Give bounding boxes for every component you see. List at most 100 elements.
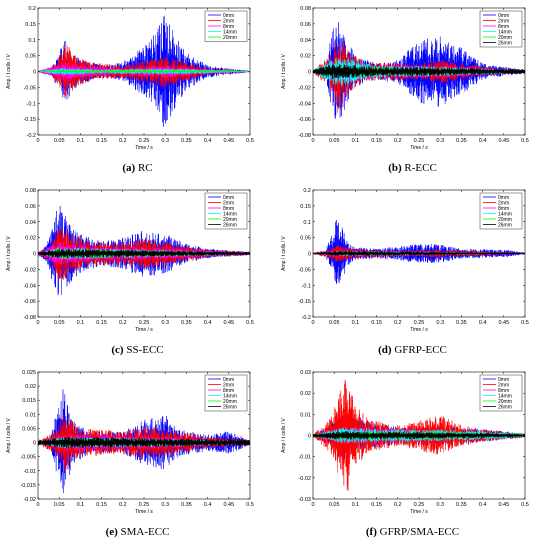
x-axis-label: Time / s xyxy=(410,509,428,515)
series-2mm xyxy=(38,413,250,472)
y-tick-label: -0.05 xyxy=(23,85,36,91)
y-tick-label: 0.1 xyxy=(303,220,311,226)
series-20mm xyxy=(38,69,250,74)
caption-letter-d: (d) xyxy=(378,344,392,356)
y-tick-label: -0.02 xyxy=(23,267,36,273)
x-axis-label: Time / s xyxy=(135,509,153,515)
y-tick-label: 0 xyxy=(33,252,36,258)
series-14mm xyxy=(38,68,250,76)
y-tick-label: -0.03 xyxy=(298,497,311,503)
y-tick-label: 0 xyxy=(308,70,311,76)
chart-f: 0 0.05 0.1 0.15 0.2 0.25 0.3 0.35 0.4 0.45 0.5 -0.0… xyxy=(281,370,529,515)
legend-entry: 2mm xyxy=(498,200,509,206)
y-axis-label: Amp / t cells / V xyxy=(281,417,287,452)
chart-d: 0 0.05 0.1 0.15 0.2 0.25 0.3 0.35 0.4 0.45 0.5 -0.2… xyxy=(281,188,529,333)
legend-entry: 26mm xyxy=(498,222,512,228)
series-26mm xyxy=(313,431,525,440)
x-tick-label: 0.35 xyxy=(181,320,192,326)
x-tick-label: 0.1 xyxy=(352,138,360,144)
panel-c: 0 0.05 0.1 0.15 0.2 0.25 0.3 0.35 0.4 0.45 0.5 -0.0… xyxy=(0,182,275,363)
x-axis-label: Time / s xyxy=(135,327,153,333)
legend-entry: 14mm xyxy=(498,393,512,399)
y-tick-label: 0.005 xyxy=(22,426,36,432)
y-tick-label: -0.02 xyxy=(23,497,36,503)
y-tick-label: 0 xyxy=(33,441,36,447)
x-tick-label: 0.35 xyxy=(456,138,467,144)
x-tick-label: 0.15 xyxy=(96,138,107,144)
y-tick-label: -0.02 xyxy=(298,476,311,482)
legend-box xyxy=(479,374,523,412)
x-tick-label: 0 xyxy=(36,320,39,326)
caption-name-c: SS-ECC xyxy=(126,344,164,356)
x-tick-label: 0.1 xyxy=(77,320,85,326)
x-tick-label: 0.3 xyxy=(161,138,169,144)
caption-f: (f) GFRP/SMA-ECC xyxy=(275,526,550,538)
y-tick-label: -0.08 xyxy=(23,315,36,321)
x-tick-label: 0 xyxy=(311,502,314,508)
x-tick-label: 0.2 xyxy=(394,320,402,326)
legend-entry: 26mm xyxy=(223,222,237,228)
legend-entry: 20mm xyxy=(223,399,237,405)
x-tick-label: 0.45 xyxy=(223,138,234,144)
legend-entry: 0mm xyxy=(498,377,509,383)
panel-b: 0 0.05 0.1 0.15 0.2 0.25 0.3 0.35 0.4 0.45 0.5 -0.0… xyxy=(275,0,550,181)
y-tick-label: -0.1 xyxy=(302,283,311,289)
x-tick-label: 0.45 xyxy=(498,502,509,508)
x-tick-label: 0.5 xyxy=(246,138,254,144)
y-tick-label: -0.01 xyxy=(23,469,36,475)
x-tick-label: 0.1 xyxy=(352,320,360,326)
x-tick-label: 0.5 xyxy=(246,320,254,326)
x-tick-label: 0.3 xyxy=(436,502,444,508)
series-26mm xyxy=(38,437,250,449)
x-tick-label: 0.2 xyxy=(119,502,127,508)
chart-b: 0 0.05 0.1 0.15 0.2 0.25 0.3 0.35 0.4 0.45 0.5 -0.0… xyxy=(281,6,529,151)
series-8mm xyxy=(313,427,525,444)
x-tick-label: 0.4 xyxy=(479,502,487,508)
legend-entry: 20mm xyxy=(223,217,237,223)
legend-entry: 20mm xyxy=(498,399,512,405)
legend-entry: 2mm xyxy=(223,200,234,206)
y-tick-label: 0.02 xyxy=(25,236,36,242)
signal-traces xyxy=(38,205,250,296)
legend-entry: 8mm xyxy=(223,24,234,30)
x-tick-label: 0.35 xyxy=(456,502,467,508)
series-26mm xyxy=(313,251,525,256)
x-tick-label: 0.4 xyxy=(204,320,212,326)
y-tick-label: 0.02 xyxy=(300,54,311,60)
legend-entry: 14mm xyxy=(223,211,237,217)
x-tick-label: 0.1 xyxy=(352,502,360,508)
y-tick-label: -0.08 xyxy=(298,133,311,139)
y-tick-label: 0 xyxy=(308,434,311,440)
y-tick-label: -0.01 xyxy=(298,455,311,461)
x-tick-label: 0.05 xyxy=(54,502,65,508)
y-tick-label: -0.1 xyxy=(27,101,36,107)
x-tick-label: 0.4 xyxy=(479,320,487,326)
caption-name-a: RC xyxy=(137,162,153,174)
caption-name-b: R-ECC xyxy=(404,162,437,174)
legend-entry: 14mm xyxy=(223,393,237,399)
x-tick-label: 0.25 xyxy=(414,502,425,508)
y-tick-label: -0.015 xyxy=(20,483,36,489)
x-tick-label: 0 xyxy=(36,138,39,144)
y-tick-label: 0.01 xyxy=(300,412,311,418)
x-tick-label: 0.3 xyxy=(161,320,169,326)
legend-entry: 14mm xyxy=(223,29,237,35)
x-tick-label: 0.15 xyxy=(371,502,382,508)
y-tick-label: 0.025 xyxy=(22,370,36,376)
legend-box xyxy=(204,374,248,412)
x-tick-label: 0 xyxy=(36,502,39,508)
legend-entry: 20mm xyxy=(223,35,237,41)
legend-entry: 8mm xyxy=(498,388,509,394)
legend-entry: 2mm xyxy=(223,18,234,24)
y-tick-label: -0.04 xyxy=(23,283,36,289)
y-tick-label: -0.005 xyxy=(20,455,36,461)
x-tick-label: 0.05 xyxy=(54,320,65,326)
legend-entry: 2mm xyxy=(498,18,509,24)
x-tick-label: 0.05 xyxy=(329,502,340,508)
y-tick-label: 0.015 xyxy=(22,398,36,404)
caption-name-f: GFRP/SMA-ECC xyxy=(379,526,460,538)
y-axis-label: Amp / t cells / V xyxy=(6,53,12,88)
